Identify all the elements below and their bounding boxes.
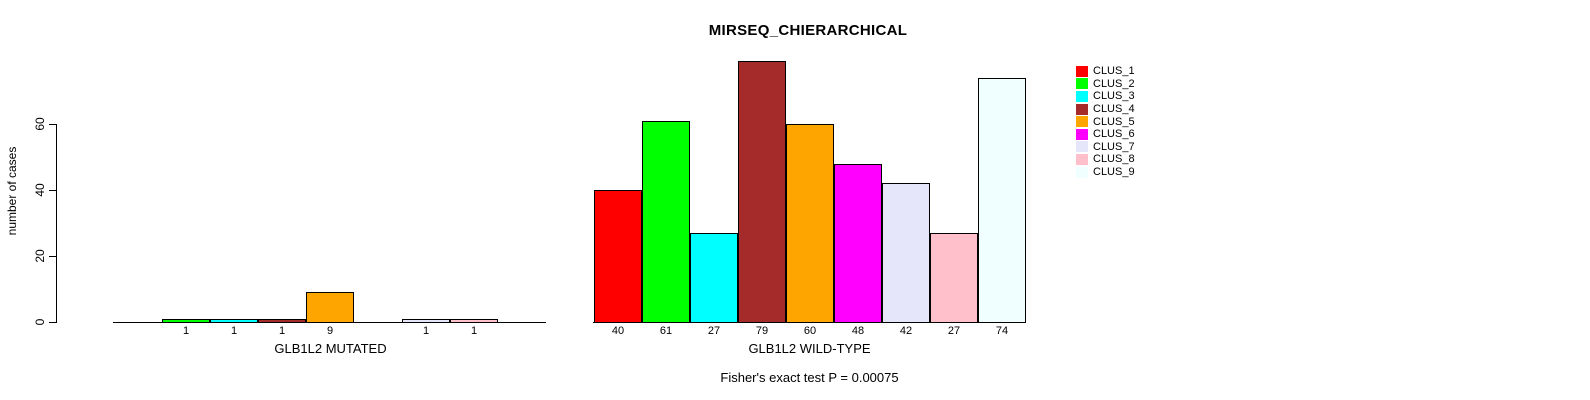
bar-value-label: 42	[899, 325, 913, 337]
y-tick-mark	[49, 190, 57, 191]
legend-swatch	[1076, 65, 1088, 77]
bar-clus_2	[162, 319, 210, 323]
bar-clus_3	[690, 233, 738, 323]
legend-swatch	[1076, 128, 1088, 140]
y-tick-mark	[49, 322, 57, 323]
legend-item: CLUS_6	[1076, 128, 1135, 141]
chart-title: MIRSEQ_CHIERARCHICAL	[708, 22, 908, 39]
bar-clus_9	[978, 78, 1026, 323]
bar-clus_1	[594, 190, 642, 323]
bar-value-label: 27	[947, 325, 961, 337]
legend-label: CLUS_9	[1093, 166, 1135, 179]
bar-clus_3	[210, 319, 258, 323]
bar-value-label: 60	[803, 325, 817, 337]
legend-item: CLUS_4	[1076, 103, 1135, 116]
y-tick-label: 20	[33, 249, 47, 263]
bar-value-label: 1	[230, 325, 238, 337]
bar-clus_6	[834, 164, 882, 323]
bar-value-label: 40	[611, 325, 625, 337]
group-label-wild-type: GLB1L2 WILD-TYPE	[748, 341, 871, 356]
fisher-test-annotation: Fisher's exact test P = 0.00075	[720, 370, 899, 385]
bar-value-label: 48	[851, 325, 865, 337]
legend-item: CLUS_8	[1076, 153, 1135, 166]
legend-label: CLUS_3	[1093, 90, 1135, 103]
bar-clus_7	[402, 319, 450, 323]
bar-value-label: 1	[278, 325, 286, 337]
legend-swatch	[1076, 166, 1088, 178]
legend-item: CLUS_5	[1076, 115, 1135, 128]
bar-value-label: 27	[707, 325, 721, 337]
legend-label: CLUS_2	[1093, 77, 1135, 90]
bar-value-label: 1	[422, 325, 430, 337]
bar-value-label: 74	[995, 325, 1009, 337]
y-axis-line	[56, 124, 57, 323]
legend-item: CLUS_7	[1076, 141, 1135, 154]
y-tick-label: 0	[33, 318, 47, 326]
group-label-mutated: GLB1L2 MUTATED	[274, 341, 387, 356]
legend-label: CLUS_1	[1093, 65, 1135, 78]
legend-label: CLUS_8	[1093, 153, 1135, 166]
y-axis-title: number of cases	[5, 146, 19, 236]
y-tick-label: 40	[33, 183, 47, 197]
bar-clus_8	[450, 319, 498, 323]
legend-label: CLUS_6	[1093, 128, 1135, 141]
legend-swatch	[1076, 90, 1088, 102]
y-tick-mark	[49, 124, 57, 125]
bar-value-label: 61	[659, 325, 673, 337]
legend-item: CLUS_3	[1076, 90, 1135, 103]
legend-swatch	[1076, 141, 1088, 153]
legend-item: CLUS_9	[1076, 166, 1135, 179]
bar-clus_5	[306, 292, 354, 323]
bar-value-label: 9	[326, 325, 334, 337]
y-tick-mark	[49, 256, 57, 257]
legend-swatch	[1076, 103, 1088, 115]
bar-value-label: 79	[755, 325, 769, 337]
bar-clus_2	[642, 121, 690, 323]
legend-label: CLUS_4	[1093, 103, 1135, 116]
legend-label: CLUS_7	[1093, 140, 1135, 153]
legend-swatch	[1076, 116, 1088, 128]
bar-value-label: 1	[470, 325, 478, 337]
legend: CLUS_1 CLUS_2 CLUS_3 CLUS_4 CLUS_5 CLUS_6 CLUS…	[1076, 65, 1135, 178]
legend-item: CLUS_2	[1076, 78, 1135, 91]
bar-value-label: 1	[182, 325, 190, 337]
legend-label: CLUS_5	[1093, 115, 1135, 128]
bar-clus_7	[882, 183, 930, 323]
bar-clus_4	[738, 61, 786, 323]
bar-clus_5	[786, 124, 834, 323]
legend-item: CLUS_1	[1076, 65, 1135, 78]
legend-swatch	[1076, 153, 1088, 165]
legend-swatch	[1076, 78, 1088, 90]
bar-clus_8	[930, 233, 978, 323]
y-tick-label: 60	[33, 117, 47, 131]
bar-clus_4	[258, 319, 306, 323]
